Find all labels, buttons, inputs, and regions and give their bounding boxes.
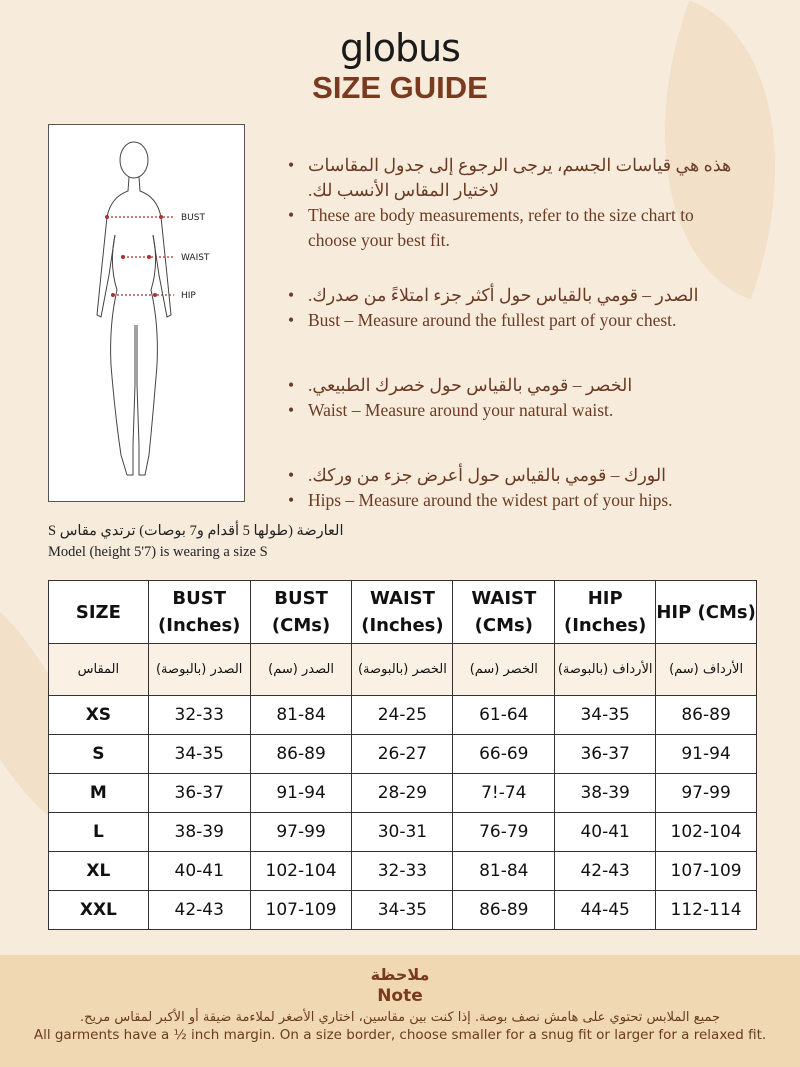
table-cell: 86-89 [655, 695, 757, 735]
table-cell: 42-43 [554, 851, 657, 891]
table-cell: 40-41 [554, 812, 657, 852]
bust-label: BUST [181, 213, 205, 223]
table-cell: 107-109 [655, 851, 757, 891]
instruction-ar: الورك – قومي بالقياس حول أعرض جزء من ورك… [286, 463, 746, 488]
page-title: SIZE GUIDE [312, 70, 488, 105]
table-cell: WAIST (CMs) [452, 580, 556, 644]
table-cell: XXL [48, 890, 149, 930]
instruction-hips: الورك – قومي بالقياس حول أعرض جزء من ورك… [286, 463, 746, 513]
table-cell: الخصر (بالبوصة) [351, 643, 454, 696]
table-cell: BUST (Inches) [147, 580, 251, 644]
table-cell: 30-31 [351, 812, 454, 852]
table-cell: 81-84 [452, 851, 556, 891]
model-info-en: Model (height 5'7) is wearing a size S [48, 544, 268, 560]
table-cell: M [48, 773, 149, 813]
table-cell: XS [48, 695, 149, 735]
table-cell: 40-41 [147, 851, 251, 891]
instruction-general: هذه هي قياسات الجسم، يرجى الرجوع إلى جدو… [286, 153, 746, 253]
table-cell: 91-94 [249, 773, 353, 813]
table-cell: الأرداف (سم) [655, 643, 757, 696]
table-cell: الصدر (بالبوصة) [147, 643, 251, 696]
table-cell: 26-27 [351, 734, 454, 774]
instruction-en: Hips – Measure around the widest part of… [286, 488, 746, 513]
instructions: هذه هي قياسات الجسم، يرجى الرجوع إلى جدو… [286, 153, 746, 543]
table-cell: 86-89 [249, 734, 353, 774]
table-cell: 91-94 [655, 734, 757, 774]
table-cell: SIZE [48, 580, 149, 644]
instruction-en: These are body measurements, refer to th… [286, 203, 746, 253]
table-cell: 66-69 [452, 734, 556, 774]
table-cell: 7!-74 [452, 773, 556, 813]
table-cell: S [48, 734, 149, 774]
table-cell: 42-43 [147, 890, 251, 930]
table-cell: 44-45 [554, 890, 657, 930]
instruction-ar: الخصر – قومي بالقياس حول خصرك الطبيعي. [286, 373, 746, 398]
table-row: XXL 42-43 107-109 34-35 86-89 44-45 112-114 [48, 890, 757, 930]
table-cell: 28-29 [351, 773, 454, 813]
model-info-ar: العارضة (طولها 5 أقدام و7 بوصات) ترتدي م… [48, 523, 344, 539]
note-title: Note [377, 986, 423, 1006]
table-cell: 102-104 [249, 851, 353, 891]
table-cell: 86-89 [452, 890, 556, 930]
note-section: ملاحظة Note جميع الملابس تحتوي على هامش … [0, 955, 800, 1067]
table-cell: 97-99 [249, 812, 353, 852]
instruction-waist: الخصر – قومي بالقياس حول خصرك الطبيعي. W… [286, 373, 746, 423]
table-cell: المقاس [48, 643, 149, 696]
table-cell: 36-37 [147, 773, 251, 813]
size-table: SIZE BUST (Inches) BUST (CMs) WAIST (Inches… [48, 580, 757, 930]
table-cell: الأرداف (بالبوصة) [554, 643, 657, 696]
waist-label: WAIST [181, 253, 210, 263]
table-cell: XL [48, 851, 149, 891]
model-info: العارضة (طولها 5 أقدام و7 بوصات) ترتدي م… [48, 521, 344, 563]
table-cell: الخصر (سم) [452, 643, 556, 696]
table-cell: 32-33 [147, 695, 251, 735]
table-row: L 38-39 97-99 30-31 76-79 40-41 102-104 [48, 812, 757, 852]
instruction-ar: هذه هي قياسات الجسم، يرجى الرجوع إلى جدو… [286, 153, 746, 203]
table-cell: 112-114 [655, 890, 757, 930]
table-cell: HIP (CMs) [655, 580, 757, 644]
note-text-ar: جميع الملابس تحتوي على هامش نصف بوصة. إذ… [79, 1010, 721, 1025]
table-row: M 36-37 91-94 28-29 7!-74 38-39 97-99 [48, 773, 757, 813]
table-cell: 97-99 [655, 773, 757, 813]
table-cell: 34-35 [147, 734, 251, 774]
header-row: SIZE BUST (Inches) BUST (CMs) WAIST (Inches… [48, 580, 757, 644]
table-cell: 76-79 [452, 812, 556, 852]
table-cell: 38-39 [554, 773, 657, 813]
table-cell: 61-64 [452, 695, 556, 735]
table-row: XS 32-33 81-84 24-25 61-64 34-35 86-89 [48, 695, 757, 735]
table-cell: 34-35 [351, 890, 454, 930]
table-row: S 34-35 86-89 26-27 66-69 36-37 91-94 [48, 734, 757, 774]
table-cell: الصدر (سم) [249, 643, 353, 696]
table-row: XL 40-41 102-104 32-33 81-84 42-43 107-109 [48, 851, 757, 891]
table-cell: 81-84 [249, 695, 353, 735]
table-cell: 38-39 [147, 812, 251, 852]
instruction-en: Waist – Measure around your natural wais… [286, 398, 746, 423]
instruction-bust: الصدر – قومي بالقياس حول أكثر جزء امتلاء… [286, 283, 746, 333]
brand-logo: globus [340, 26, 461, 70]
table-cell: 102-104 [655, 812, 757, 852]
table-cell: WAIST (Inches) [351, 580, 454, 644]
table-cell: 32-33 [351, 851, 454, 891]
table-cell: 107-109 [249, 890, 353, 930]
table-cell: 36-37 [554, 734, 657, 774]
hip-label: HIP [181, 291, 196, 301]
table-cell: BUST (CMs) [249, 580, 353, 644]
header-row-ar: المقاس الصدر (بالبوصة) الصدر (سم) الخصر (با… [48, 643, 757, 696]
body-figure: BUST WAIST HIP [48, 124, 245, 502]
instruction-en: Bust – Measure around the fullest part o… [286, 308, 746, 333]
table-cell: L [48, 812, 149, 852]
table-cell: HIP (Inches) [554, 580, 657, 644]
table-cell: 34-35 [554, 695, 657, 735]
note-text: All garments have a ½ inch margin. On a … [33, 1027, 767, 1043]
instruction-ar: الصدر – قومي بالقياس حول أكثر جزء امتلاء… [286, 283, 746, 308]
table-cell: 24-25 [351, 695, 454, 735]
note-title-ar: ملاحظة [370, 965, 430, 984]
